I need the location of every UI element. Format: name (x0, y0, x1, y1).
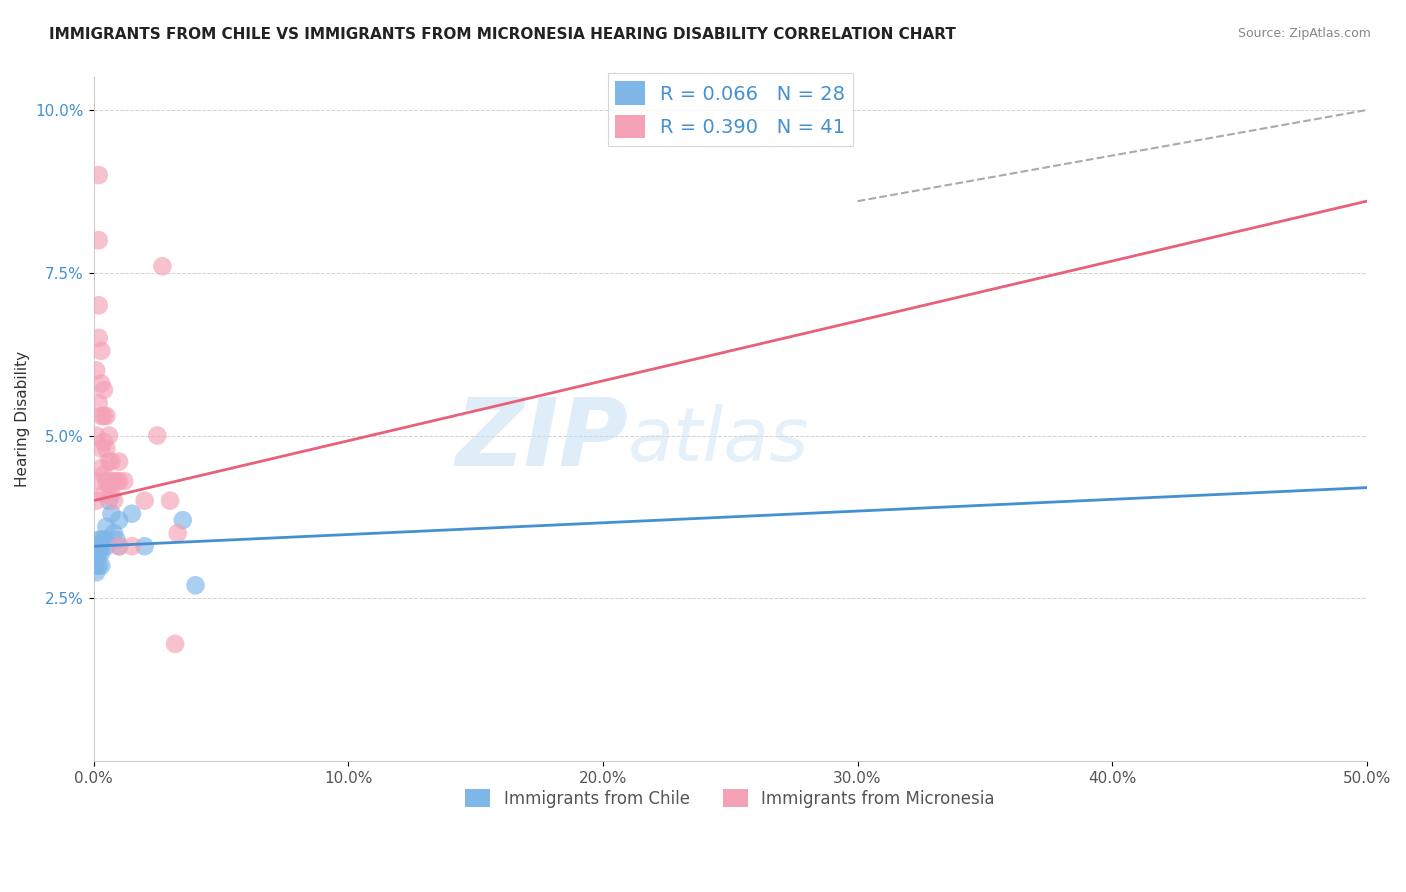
Point (184, 578, 207, 592)
Point (166, 526, 188, 541)
Point (84, 539, 107, 553)
Point (93, 435, 115, 450)
Point (97, 481, 120, 495)
Point (96, 533, 118, 547)
Point (90, 539, 112, 553)
Point (97, 493, 120, 508)
Point (87, 539, 110, 553)
Point (108, 539, 131, 553)
Point (90, 546, 112, 560)
Point (108, 454, 131, 468)
Point (90, 558, 112, 573)
Point (121, 507, 143, 521)
Point (165, 637, 187, 651)
Point (84, 363, 107, 377)
Point (93, 383, 115, 397)
Point (146, 428, 169, 442)
Point (84, 552, 107, 566)
Point (100, 487, 122, 501)
Point (84, 428, 107, 442)
Text: ZIP: ZIP (456, 393, 628, 486)
Point (152, 259, 174, 273)
Legend: Immigrants from Chile, Immigrants from Micronesia: Immigrants from Chile, Immigrants from M… (458, 783, 1001, 814)
Point (108, 513, 131, 527)
Point (103, 526, 125, 541)
Text: atlas: atlas (628, 404, 810, 475)
Text: IMMIGRANTS FROM CHILE VS IMMIGRANTS FROM MICRONESIA HEARING DISABILITY CORRELATI: IMMIGRANTS FROM CHILE VS IMMIGRANTS FROM… (49, 27, 956, 42)
Point (87, 331, 110, 345)
Point (87, 396, 110, 410)
Point (108, 539, 131, 553)
Y-axis label: Hearing Disability: Hearing Disability (15, 351, 30, 487)
Point (105, 474, 128, 488)
Point (93, 533, 115, 547)
Point (134, 493, 156, 508)
Point (96, 519, 118, 533)
Point (93, 487, 115, 501)
Point (97, 454, 120, 468)
Point (96, 442, 118, 456)
Point (100, 507, 122, 521)
Text: Source: ZipAtlas.com: Source: ZipAtlas.com (1237, 27, 1371, 40)
Point (84, 566, 107, 580)
Point (90, 343, 112, 358)
Point (159, 493, 181, 508)
Point (84, 546, 107, 560)
Point (112, 474, 135, 488)
Point (93, 409, 115, 423)
Point (103, 474, 125, 488)
Point (84, 539, 107, 553)
Point (105, 533, 128, 547)
Point (87, 298, 110, 312)
Point (100, 454, 122, 468)
Point (87, 546, 110, 560)
Point (103, 493, 125, 508)
Point (121, 539, 143, 553)
Point (90, 409, 112, 423)
Point (93, 467, 115, 482)
Point (87, 533, 110, 547)
Point (90, 533, 112, 547)
Point (96, 539, 118, 553)
Point (97, 428, 120, 442)
Point (87, 168, 110, 182)
Point (90, 461, 112, 475)
Point (90, 442, 112, 456)
Point (84, 493, 107, 508)
Point (134, 539, 156, 553)
Point (108, 474, 131, 488)
Point (87, 233, 110, 247)
Point (84, 558, 107, 573)
Point (90, 376, 112, 391)
Point (87, 558, 110, 573)
Point (96, 409, 118, 423)
Point (172, 513, 194, 527)
Point (84, 474, 107, 488)
Point (96, 474, 118, 488)
